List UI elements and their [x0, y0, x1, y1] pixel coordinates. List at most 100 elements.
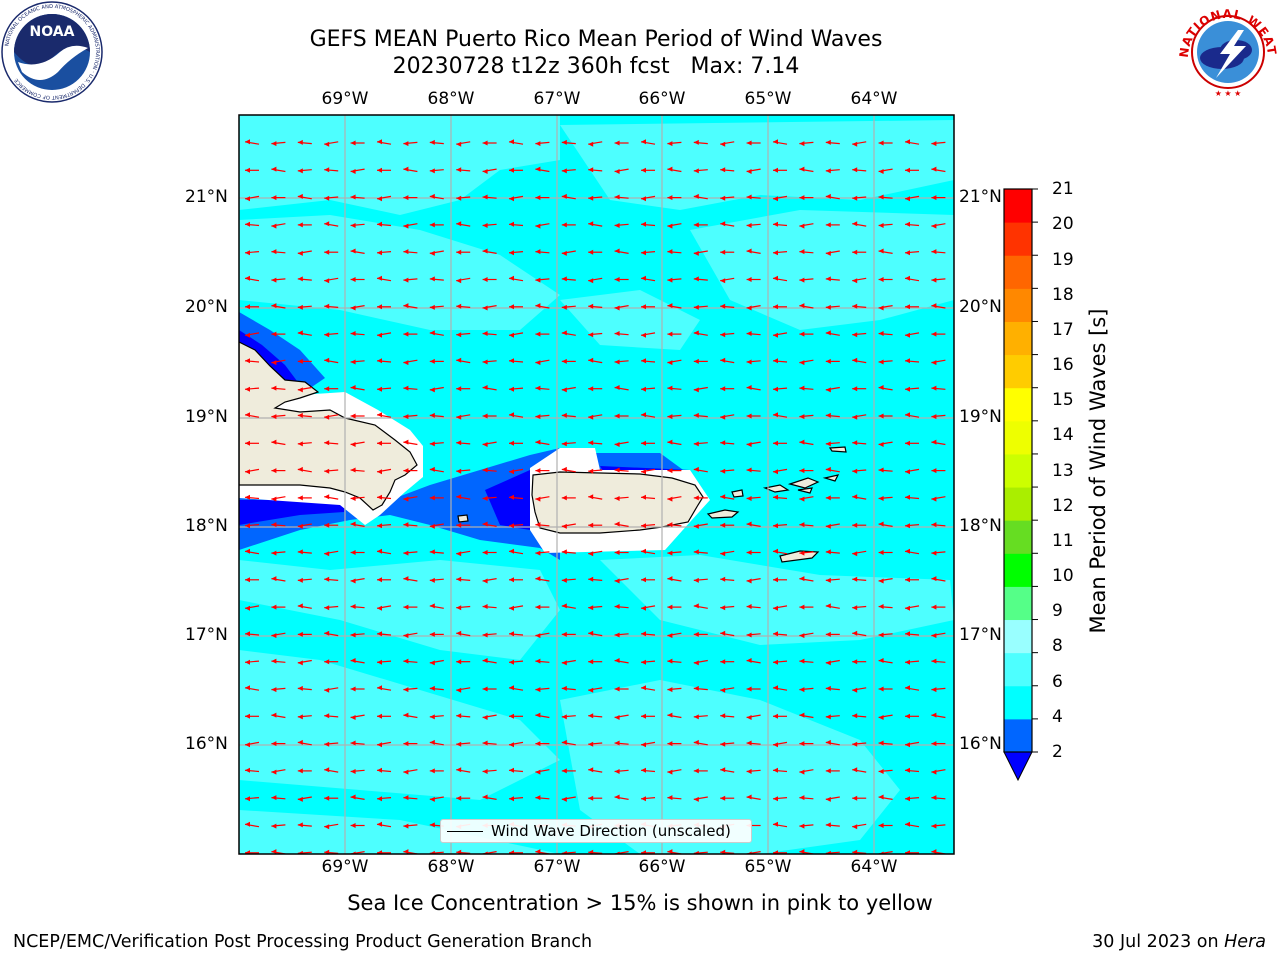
wind-wave-arrow: [271, 439, 286, 446]
wind-wave-arrow: [376, 412, 392, 418]
wind-wave-arrow: [825, 358, 840, 364]
wind-wave-arrow: [640, 358, 656, 364]
wind-wave-arrow: [376, 605, 392, 611]
wind-wave-arrow: [535, 195, 550, 201]
wind-wave-arrow: [773, 850, 787, 854]
wind-wave-arrow: [350, 331, 365, 336]
wind-wave-arrow: [429, 168, 444, 174]
colorbar-label: Mean Period of Wind Waves [s]: [1086, 308, 1110, 634]
wind-wave-arrow: [482, 714, 497, 720]
wind-wave-arrow: [799, 141, 814, 147]
colorbar-tick: 16: [1052, 355, 1074, 375]
wind-wave-arrow: [297, 193, 312, 200]
wind-wave-arrow: [509, 577, 523, 583]
wind-wave-arrow: [508, 796, 524, 802]
wind-wave-arrow: [535, 468, 550, 474]
wind-wave-arrow: [403, 385, 418, 391]
wind-wave-arrow: [878, 550, 893, 555]
colorbar-tick: 18: [1052, 285, 1074, 305]
wind-wave-arrow: [693, 139, 708, 145]
wind-wave-arrow: [588, 440, 603, 446]
wind-wave-arrow: [324, 141, 339, 147]
wind-wave-arrow: [456, 277, 471, 284]
wind-wave-arrow: [244, 741, 260, 748]
wind-wave-arrow: [324, 576, 339, 582]
wind-wave-arrow: [640, 605, 656, 611]
wind-wave-arrow: [640, 468, 656, 475]
wind-wave-arrow: [271, 658, 286, 664]
wind-wave-arrow: [561, 603, 576, 609]
wind-wave-arrow: [640, 685, 656, 691]
wind-wave-arrow: [799, 550, 814, 556]
wind-wave-arrow: [588, 357, 603, 364]
wind-wave-arrow: [667, 414, 682, 420]
wind-wave-arrow: [614, 331, 629, 336]
wind-wave-arrow: [720, 167, 735, 173]
wind-wave-arrow: [746, 467, 761, 473]
wind-wave-arrow: [825, 714, 840, 720]
wind-wave-arrow: [508, 631, 524, 637]
vieques-island: [706, 509, 740, 519]
lat-label-right-21: 21°N: [959, 187, 1002, 207]
wind-wave-arrow: [799, 795, 814, 801]
wind-wave-arrow: [324, 332, 339, 338]
wind-wave-arrow: [904, 221, 920, 227]
wind-wave-arrow: [588, 767, 603, 773]
wind-wave-arrow: [456, 303, 471, 309]
wind-wave-arrow: [561, 441, 576, 447]
wind-wave-arrow: [614, 248, 629, 254]
wind-wave-arrow: [403, 550, 418, 556]
wind-wave-arrow: [324, 849, 339, 854]
wind-wave-arrow: [825, 168, 840, 174]
wind-wave-arrow: [561, 714, 576, 720]
wind-wave-arrow: [588, 277, 603, 284]
wind-wave-arrow: [561, 330, 576, 336]
wind-wave-arrow: [693, 412, 708, 418]
wind-wave-arrow: [772, 548, 788, 555]
wind-wave-arrow: [297, 139, 312, 145]
wind-wave-arrow: [456, 167, 471, 173]
wind-wave-arrow: [931, 522, 946, 528]
wind-wave-arrow: [456, 605, 471, 611]
wind-wave-arrow: [773, 304, 787, 310]
wind-wave-arrow: [403, 331, 418, 337]
wind-wave-arrow: [244, 548, 260, 555]
wind-wave-arrow: [904, 494, 920, 500]
wind-wave-arrow: [931, 550, 946, 556]
wind-wave-arrow: [403, 741, 418, 747]
wind-wave-arrow: [720, 221, 735, 227]
wind-wave-arrow: [403, 795, 418, 801]
colorbar-tick: 4: [1052, 707, 1063, 727]
wind-wave-arrow: [773, 577, 787, 583]
wind-wave-arrow: [297, 276, 312, 282]
wind-wave-arrow: [271, 632, 286, 639]
wind-wave-arrow: [508, 275, 524, 282]
wind-wave-arrow: [377, 577, 391, 583]
wind-wave-arrow: [271, 712, 286, 719]
wind-wave-arrow: [324, 659, 339, 665]
wind-wave-arrow: [931, 359, 946, 366]
wind-wave-arrow: [561, 739, 576, 746]
wind-wave-arrow: [271, 303, 286, 309]
colorbar-segment: [1004, 487, 1032, 521]
wind-wave-arrow: [667, 632, 682, 639]
wind-wave-arrow: [878, 331, 893, 336]
wind-wave-arrow: [588, 494, 603, 500]
wind-wave-arrow: [429, 412, 444, 418]
period-6-8-regions: [239, 115, 954, 854]
wind-wave-arrow: [640, 195, 656, 202]
lon-label-bottom-69: 69°W: [321, 857, 369, 877]
wind-wave-arrow: [931, 687, 946, 693]
wind-wave-arrow: [588, 468, 603, 474]
wind-wave-arrow: [482, 305, 497, 311]
wind-wave-arrow: [931, 769, 946, 775]
wind-wave-arrow: [508, 767, 524, 773]
wind-wave-arrow: [746, 658, 761, 664]
wind-wave-arrow: [508, 659, 524, 665]
wind-wave-arrow: [693, 358, 708, 364]
wind-wave-arrow: [376, 250, 392, 256]
wind-wave-arrow: [271, 823, 286, 829]
wind-wave-arrow: [271, 550, 286, 556]
wind-wave-arrow: [324, 440, 339, 446]
wind-wave-arrow: [931, 141, 946, 147]
